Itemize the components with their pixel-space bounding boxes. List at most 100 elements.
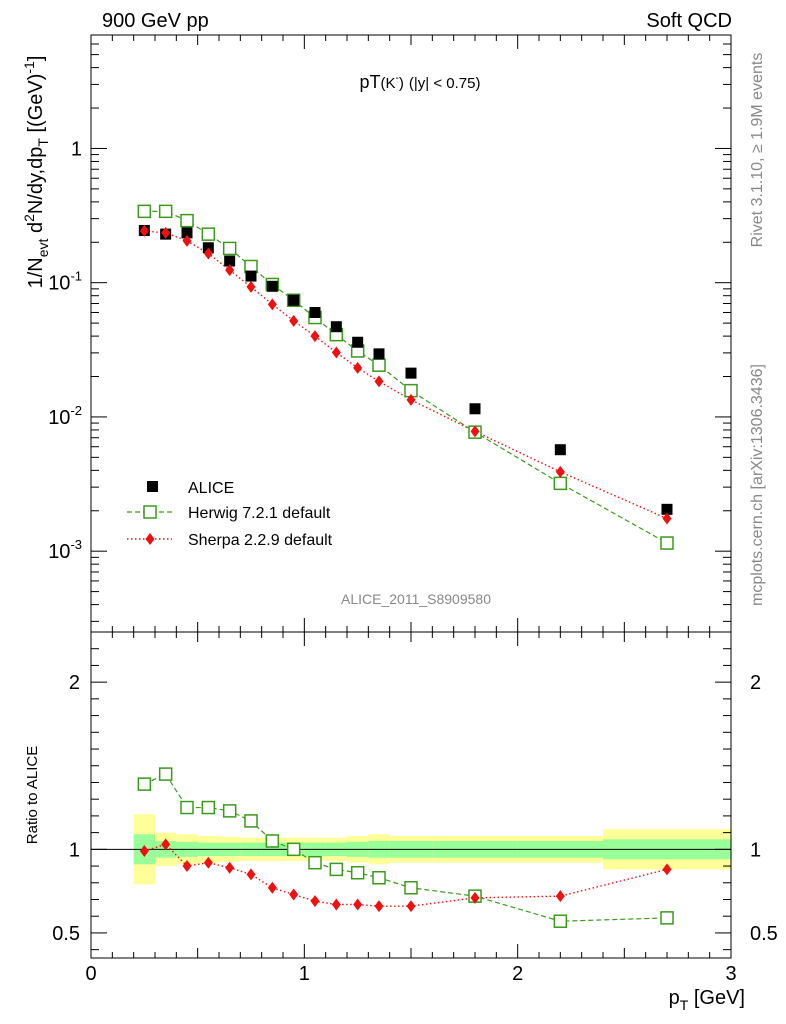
ratio-sherpa-point	[225, 861, 235, 874]
title-close: )	[399, 75, 404, 92]
ratio-sherpa-point	[470, 891, 480, 904]
alice-point	[469, 403, 481, 415]
ratio-axes: 0 1 2 3 0.5 0.5 1 1 2 2	[52, 631, 778, 985]
main-series	[137, 204, 674, 550]
ratio-sherpa-point	[555, 890, 565, 903]
xlabel-unit: [GeV]	[688, 987, 745, 1009]
header-left: 900 GeV pp	[102, 10, 209, 32]
herwig-point	[158, 204, 173, 219]
main-ytick-label: 1	[71, 138, 82, 160]
ytick-base: 10	[48, 541, 70, 563]
sherpa-point	[289, 314, 299, 327]
xtick-label: 2	[512, 963, 523, 985]
ylabel-part-a: 1/N	[25, 257, 47, 288]
ratio-herwig-point	[201, 800, 216, 815]
ratio-herwig-point	[404, 881, 418, 895]
alice-point	[245, 270, 257, 282]
xlabel: pT [GeV]	[669, 987, 745, 1013]
sherpa-point	[267, 298, 277, 311]
ratio-sherpa-point	[182, 860, 192, 873]
ratio-herwig-point	[553, 914, 568, 928]
alice-point	[405, 367, 417, 379]
ytick-exp: -3	[70, 537, 82, 552]
ratio-sherpa-point	[310, 895, 320, 908]
main-ylabel: 1/Nevt d2N/dy,dpT [(GeV)-1]	[21, 56, 51, 289]
alice-point	[373, 348, 385, 360]
alice-point	[352, 336, 364, 348]
ratio-herwig-point	[286, 842, 301, 857]
ylabel-sub-evt: evt	[35, 238, 51, 257]
xlabel-main: p	[669, 987, 680, 1009]
title-charge: -	[396, 73, 399, 84]
sherpa-point	[353, 361, 363, 374]
legend-marker-alice	[147, 481, 158, 492]
legend-marker-herwig	[143, 505, 157, 519]
ylabel-part-b: d	[25, 222, 47, 239]
sherpa-point	[470, 425, 480, 438]
main-ytick-label: 10-3	[48, 537, 82, 563]
main-ytick-label: 10-2	[48, 403, 82, 429]
legend-label-sherpa: Sherpa 2.2.9 default	[188, 532, 333, 549]
alice-point	[181, 227, 193, 239]
ratio-herwig-point	[222, 804, 237, 818]
xtick-label: 3	[725, 963, 736, 985]
main-frame	[90, 34, 732, 633]
ylabel-sup-minus1: -1	[21, 61, 37, 74]
xtick-label: 1	[299, 963, 310, 985]
xtick-label: 0	[85, 963, 96, 985]
ratio-herwig-point	[137, 777, 152, 791]
sherpa-point	[406, 393, 416, 406]
sherpa-point	[246, 280, 256, 293]
mcplots-label: mcplots.cern.ch [arXiv:1306.3436]	[749, 364, 766, 606]
sherpa-point	[203, 247, 213, 260]
sherpa-point	[331, 346, 341, 359]
ratio-herwig-point	[158, 767, 173, 781]
ratio-herwig-line	[144, 773, 668, 922]
sherpa-point	[310, 330, 320, 343]
ratio-ytick-label-right: 1	[750, 839, 761, 861]
ratio-series	[137, 767, 674, 928]
ratio-herwig-point	[265, 834, 280, 848]
ratio-sherpa-point	[331, 898, 341, 911]
main-ytick-label: 10-1	[48, 269, 82, 295]
ytick-base: 10	[48, 407, 70, 429]
analysis-id: ALICE_2011_S8909580	[341, 591, 491, 607]
ytick-exp: -1	[70, 269, 82, 284]
alice-point	[266, 280, 278, 292]
alice-point	[330, 321, 342, 333]
ylabel-part-d: [(GeV)	[25, 74, 47, 138]
legend: ALICE Herwig 7.2.1 default Sherpa 2.2.9 …	[127, 480, 333, 549]
sherpa-point	[161, 226, 171, 239]
herwig-point	[180, 213, 194, 228]
alice-point	[288, 294, 300, 306]
ylabel-part-e: ]	[25, 56, 47, 62]
sherpa-point	[182, 234, 192, 247]
herwig-point	[201, 227, 216, 241]
ratio-sherpa-point	[246, 868, 256, 881]
ylabel-sub-t: T	[35, 138, 51, 147]
ratio-ytick-label-right: 0.5	[750, 923, 778, 945]
ytick-base: 10	[48, 273, 70, 295]
ratio-herwig-point	[350, 865, 365, 880]
legend-label-alice: ALICE	[188, 480, 234, 497]
ratio-sherpa-point	[353, 898, 363, 911]
ratio-ytick-label-right: 2	[750, 672, 761, 694]
ratio-herwig-point	[372, 871, 386, 885]
title-main: pT	[360, 72, 381, 92]
legend-label-herwig: Herwig 7.2.1 default	[188, 505, 331, 522]
herwig-point	[553, 476, 568, 491]
alice-point	[554, 444, 566, 456]
ratio-sherpa-point	[374, 900, 384, 913]
ratio-herwig-point	[180, 800, 194, 815]
ylabel-sup-2: 2	[21, 214, 37, 222]
ratio-sherpa-point	[267, 881, 277, 894]
herwig-point	[137, 204, 152, 219]
ratio-herwig-point	[660, 911, 674, 925]
ylabel-part-c: N/dy,dp	[25, 147, 47, 214]
main-title: pT(K-) (|y| < 0.75)	[360, 72, 481, 92]
ratio-herwig-point	[308, 855, 322, 870]
herwig-point	[222, 241, 237, 256]
sherpa-line	[144, 230, 668, 520]
ratio-sherpa-line	[144, 843, 668, 907]
